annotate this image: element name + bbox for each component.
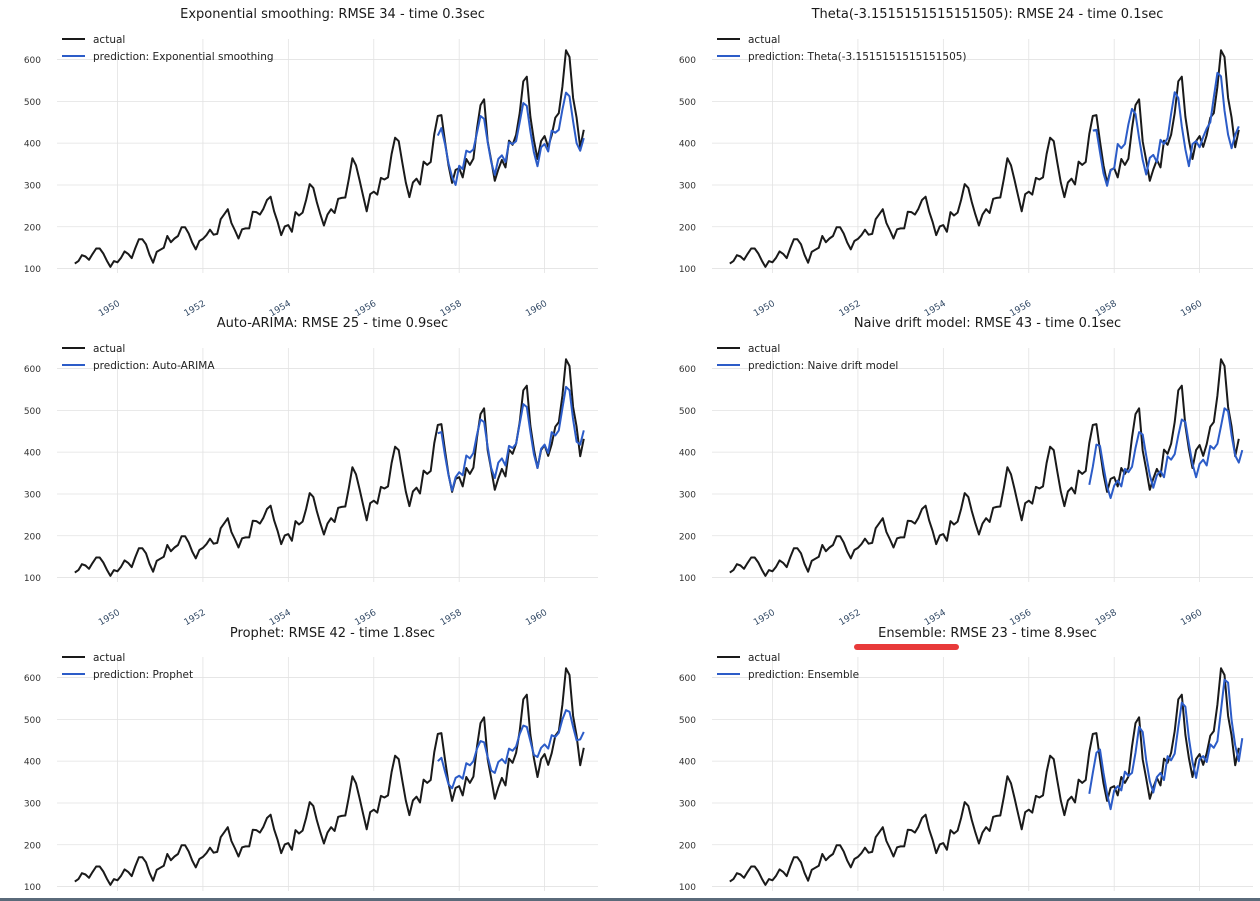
y-tick-label: 600	[24, 56, 41, 66]
y-tick-label: 100	[679, 883, 696, 893]
y-tick-label: 100	[24, 265, 41, 275]
legend-label-actual: actual	[748, 343, 780, 355]
y-tick-label: 400	[24, 449, 41, 459]
legend-label-actual: actual	[93, 652, 125, 664]
legend-label-prediction: prediction: Naive drift model	[748, 360, 898, 372]
legend-label-prediction: prediction: Exponential smoothing	[93, 51, 274, 63]
y-tick-label: 400	[24, 140, 41, 150]
actual-series-line	[75, 359, 584, 576]
prediction-series-line	[1089, 680, 1242, 810]
chart-panel-6: Ensemble: RMSE 23 - time 8.9sec 100 200 300…	[679, 626, 1253, 901]
y-tick-label: 600	[24, 674, 41, 684]
y-tick-label: 300	[24, 181, 41, 191]
x-tick-label: 1960	[1179, 608, 1204, 628]
y-tick-label: 100	[679, 574, 696, 584]
legend-label-prediction: prediction: Theta(-3.1515151515151505)	[748, 51, 967, 63]
x-tick-label: 1956	[353, 608, 378, 628]
y-tick-label: 500	[24, 407, 41, 417]
x-tick-label: 1950	[752, 299, 777, 319]
x-tick-label: 1954	[923, 608, 948, 628]
chart-title: Theta(-3.1515151515151505): RMSE 24 - ti…	[811, 7, 1164, 22]
actual-series-line	[730, 50, 1239, 267]
legend-label-actual: actual	[748, 34, 780, 46]
y-tick-label: 200	[679, 841, 696, 851]
x-tick-label: 1960	[524, 299, 549, 319]
prediction-series-line	[438, 710, 584, 788]
x-tick-label: 1950	[97, 608, 122, 628]
y-tick-label: 200	[679, 532, 696, 542]
x-tick-label: 1952	[838, 608, 863, 628]
y-tick-label: 600	[679, 674, 696, 684]
legend-label-prediction: prediction: Prophet	[93, 669, 193, 681]
x-tick-label: 1950	[97, 299, 122, 319]
chart-title: Prophet: RMSE 42 - time 1.8sec	[230, 626, 435, 641]
legend-label-actual: actual	[93, 34, 125, 46]
x-tick-label: 1958	[439, 608, 464, 628]
y-tick-label: 300	[679, 181, 696, 191]
y-tick-label: 100	[24, 574, 41, 584]
y-tick-label: 500	[24, 98, 41, 108]
x-tick-label: 1954	[268, 608, 293, 628]
chart-panel-3: Auto-ARIMA: RMSE 25 - time 0.9sec 100 200 3…	[24, 316, 598, 628]
legend-label-prediction: prediction: Auto-ARIMA	[93, 360, 215, 372]
actual-series-line	[75, 668, 584, 885]
chart-title: Naive drift model: RMSE 43 - time 0.1sec	[854, 316, 1121, 331]
x-tick-label: 1960	[1179, 299, 1204, 319]
chart-panel-1: Exponential smoothing: RMSE 34 - time 0.…	[24, 7, 598, 319]
y-tick-label: 100	[24, 883, 41, 893]
legend-label-prediction: prediction: Ensemble	[748, 669, 859, 681]
y-tick-label: 200	[24, 223, 41, 233]
y-tick-label: 600	[24, 365, 41, 375]
x-tick-label: 1950	[752, 608, 777, 628]
y-tick-label: 200	[679, 223, 696, 233]
chart-title: Ensemble: RMSE 23 - time 8.9sec	[878, 626, 1097, 641]
y-tick-label: 400	[679, 449, 696, 459]
y-tick-label: 600	[679, 365, 696, 375]
y-tick-label: 500	[24, 716, 41, 726]
y-tick-label: 300	[679, 490, 696, 500]
chart-panel-4: Naive drift model: RMSE 43 - time 0.1sec…	[679, 316, 1253, 628]
chart-panel-2: Theta(-3.1515151515151505): RMSE 24 - ti…	[679, 7, 1253, 319]
actual-series-line	[75, 50, 584, 267]
x-tick-label: 1958	[1094, 608, 1119, 628]
actual-series-line	[730, 359, 1239, 576]
y-tick-label: 300	[679, 799, 696, 809]
x-tick-label: 1956	[1008, 608, 1033, 628]
y-tick-label: 300	[24, 799, 41, 809]
x-tick-label: 1952	[183, 299, 208, 319]
y-tick-label: 400	[24, 758, 41, 768]
chart-title: Auto-ARIMA: RMSE 25 - time 0.9sec	[217, 316, 448, 331]
y-tick-label: 300	[24, 490, 41, 500]
y-tick-label: 500	[679, 407, 696, 417]
x-tick-label: 1952	[183, 608, 208, 628]
y-tick-label: 400	[679, 758, 696, 768]
x-tick-label: 1960	[524, 608, 549, 628]
y-tick-label: 500	[679, 716, 696, 726]
y-tick-label: 500	[679, 98, 696, 108]
chart-panel-5: Prophet: RMSE 42 - time 1.8sec 100 200 300 4…	[24, 626, 598, 901]
y-tick-label: 600	[679, 56, 696, 66]
legend-label-actual: actual	[93, 343, 125, 355]
y-tick-label: 400	[679, 140, 696, 150]
chart-title: Exponential smoothing: RMSE 34 - time 0.…	[180, 7, 485, 22]
legend-label-actual: actual	[748, 652, 780, 664]
y-tick-label: 100	[679, 265, 696, 275]
y-tick-label: 200	[24, 532, 41, 542]
y-tick-label: 200	[24, 841, 41, 851]
